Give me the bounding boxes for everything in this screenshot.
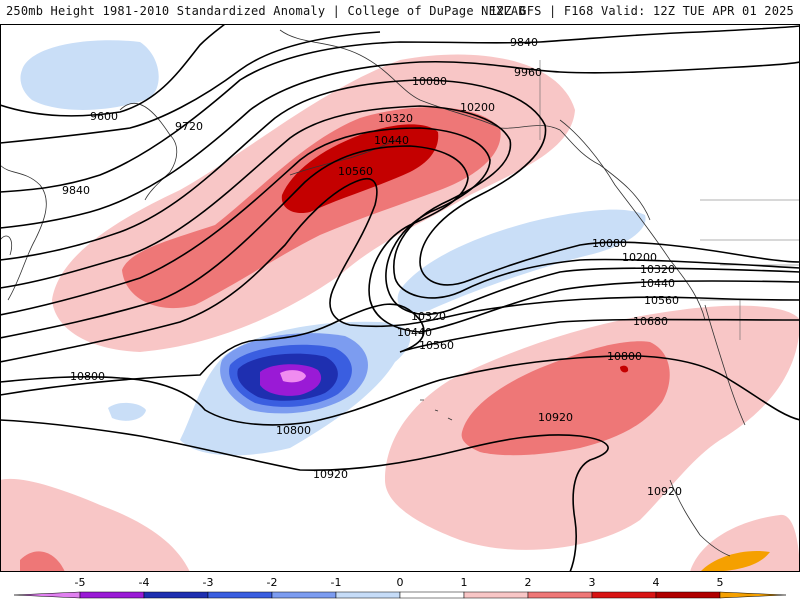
legend-tick-label: -1 — [331, 576, 342, 589]
anomaly-region-se-corner-2 — [700, 550, 770, 572]
us-west-coast — [704, 304, 746, 426]
contour-10560 — [0, 178, 800, 363]
anomaly-region-se-dot — [620, 365, 629, 373]
contour-9840 — [0, 25, 800, 193]
contour-label: 10800 — [70, 370, 105, 383]
contour-label: 10440 — [374, 134, 409, 147]
asia-coast — [0, 164, 47, 301]
anomaly-core-6 — [280, 370, 306, 383]
legend-swatch — [399, 591, 465, 599]
legend-tick-label: 1 — [461, 576, 468, 589]
legend-swatch — [591, 591, 657, 599]
legend-tick-label: -5 — [75, 576, 86, 589]
contour-label: 10800 — [607, 350, 642, 363]
contour-10440 — [0, 145, 800, 339]
contour-label: 9600 — [90, 110, 118, 123]
contour-label: 10680 — [633, 315, 668, 328]
anomaly-map: 9600 9720 9840 9840 9960 10080 10200 103… — [0, 24, 800, 572]
contour-label: 10920 — [647, 485, 682, 498]
legend-tick-label: 4 — [653, 576, 660, 589]
hawaii-islands — [420, 399, 453, 421]
positive-anomaly-shading — [0, 54, 800, 572]
legend-swatch — [655, 591, 721, 599]
legend-swatch — [335, 591, 401, 599]
anomaly-region-sw-med — [20, 551, 65, 572]
legend-swatch — [143, 591, 209, 599]
contour-label: 10440 — [397, 326, 432, 339]
contour-10080-upper — [0, 79, 800, 286]
contour-10320 — [0, 127, 800, 316]
legend-tick-label: 2 — [525, 576, 532, 589]
contour-9960 — [0, 60, 800, 229]
legend-swatch — [79, 591, 145, 599]
legend-tick-label: -4 — [139, 576, 150, 589]
contour-label: 10200 — [622, 251, 657, 264]
anomaly-region-se-corner — [690, 514, 800, 572]
contour-10680 — [0, 303, 800, 396]
color-scale-legend: -5 -4 -3 -2 -1 0 1 2 3 4 5 — [0, 572, 800, 600]
legend-swatch — [207, 591, 273, 599]
contour-label: 10920 — [538, 411, 573, 424]
bc-coast — [559, 119, 706, 321]
contour-label: 10080 — [412, 75, 447, 88]
map-header: 250mb Height 1981-2010 Standardized Anom… — [0, 0, 800, 24]
color-scale-bar — [13, 591, 787, 599]
contour-label: 9960 — [514, 66, 542, 79]
contour-labels: 9600 9720 9840 9840 9960 10080 10200 103… — [62, 36, 682, 498]
contour-10200-upper — [0, 105, 800, 299]
anomaly-region-sw-light — [0, 478, 190, 572]
legend-arrow-right — [719, 591, 787, 599]
legend-tick-label: -2 — [267, 576, 278, 589]
legend-tick-label: 0 — [397, 576, 404, 589]
contour-label: 10320 — [378, 112, 413, 125]
kamchatka-coast — [119, 103, 178, 201]
contour-label: 10800 — [276, 424, 311, 437]
negative-anomaly-shading — [20, 40, 646, 456]
contour-10920 — [0, 419, 609, 572]
contour-label: 10560 — [338, 165, 373, 178]
legend-tick-label: 5 — [717, 576, 724, 589]
baja-coast — [669, 479, 731, 557]
contour-label: 10080 — [592, 237, 627, 250]
aleutians — [289, 137, 401, 176]
contour-label: 10560 — [419, 339, 454, 352]
contour-label: 10920 — [313, 468, 348, 481]
anomaly-region-se-med — [461, 341, 670, 456]
anomaly-region-small-blue — [108, 402, 146, 421]
legend-tick-label: -3 — [203, 576, 214, 589]
contour-10800 — [0, 355, 800, 426]
height-contours — [0, 24, 800, 572]
contour-label: 10200 — [460, 101, 495, 114]
contour-label: 9840 — [510, 36, 538, 49]
color-scale-ticks: -5 -4 -3 -2 -1 0 1 2 3 4 5 — [75, 576, 724, 589]
anomaly-region-nw-blue — [20, 40, 159, 110]
model-valid-time: 12Z GFS | F168 Valid: 12Z TUE APR 01 202… — [489, 4, 794, 18]
contour-label: 10440 — [640, 277, 675, 290]
legend-arrow-left — [13, 591, 81, 599]
contour-label: 9720 — [175, 120, 203, 133]
map-title: 250mb Height 1981-2010 Standardized Anom… — [6, 4, 526, 18]
legend-swatch — [463, 591, 529, 599]
legend-swatch — [527, 591, 593, 599]
legend-tick-label: 3 — [589, 576, 596, 589]
contour-9600 — [0, 24, 226, 117]
contour-9720 — [0, 31, 381, 144]
legend-swatch — [271, 591, 337, 599]
contour-label: 9840 — [62, 184, 90, 197]
contour-label: 10320 — [411, 310, 446, 323]
contour-label: 10560 — [644, 294, 679, 307]
contour-label: 10320 — [640, 263, 675, 276]
